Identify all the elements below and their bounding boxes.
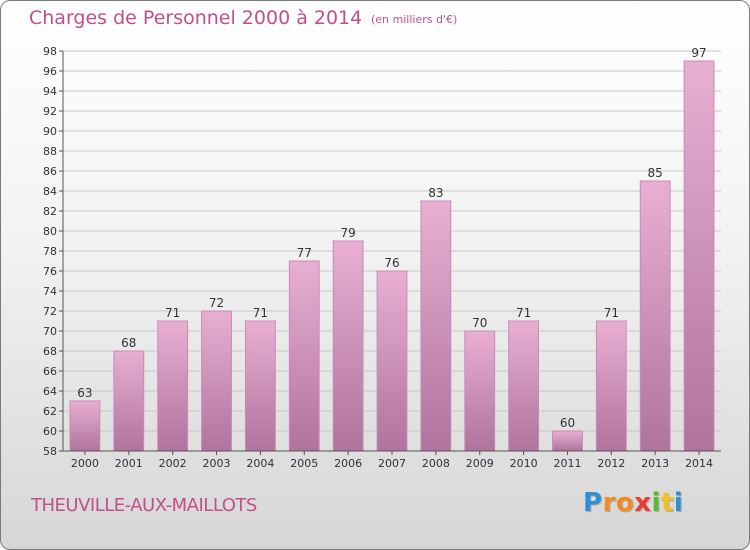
x-tick-label-2002: 2002 bbox=[159, 457, 187, 470]
x-tick-label-2007: 2007 bbox=[378, 457, 406, 470]
y-tick-label: 74 bbox=[43, 285, 57, 298]
value-label-2011: 60 bbox=[560, 416, 575, 430]
value-label-2004: 71 bbox=[253, 306, 268, 320]
bar-2008 bbox=[420, 200, 452, 452]
y-tick-label: 60 bbox=[43, 425, 57, 438]
y-tick-label: 68 bbox=[43, 345, 57, 358]
bar-2009 bbox=[464, 330, 496, 452]
chart-subtitle: (en milliers d'€) bbox=[371, 13, 458, 26]
y-tick-label: 86 bbox=[43, 165, 57, 178]
y-tick-label: 80 bbox=[43, 225, 57, 238]
x-tick-label-2013: 2013 bbox=[641, 457, 669, 470]
y-tick-label: 72 bbox=[43, 305, 57, 318]
x-tick-label-2005: 2005 bbox=[290, 457, 318, 470]
logo-letter: x bbox=[634, 488, 652, 518]
x-tick-label-2014: 2014 bbox=[685, 457, 713, 470]
value-label-2001: 68 bbox=[121, 336, 136, 350]
value-label-2000: 63 bbox=[77, 386, 92, 400]
logo-letter: i bbox=[651, 488, 661, 518]
y-tick-label: 94 bbox=[43, 85, 57, 98]
bar-2003 bbox=[201, 310, 232, 452]
bar-2004 bbox=[244, 320, 276, 452]
y-tick-label: 90 bbox=[43, 125, 57, 138]
value-label-2008: 83 bbox=[428, 186, 443, 200]
bar-2013 bbox=[639, 180, 671, 452]
x-tick-label-2008: 2008 bbox=[422, 457, 450, 470]
bar-2012 bbox=[595, 320, 627, 452]
value-label-2002: 71 bbox=[165, 306, 180, 320]
bar-2005 bbox=[288, 260, 320, 452]
x-tick-label-2004: 2004 bbox=[246, 457, 274, 470]
bar-2007 bbox=[376, 270, 408, 452]
bar-2014 bbox=[683, 60, 715, 452]
logo-letter: i bbox=[673, 488, 684, 518]
value-label-2006: 79 bbox=[340, 226, 355, 240]
bar-2001 bbox=[113, 350, 145, 452]
y-tick-label: 78 bbox=[43, 245, 57, 258]
logo-letter: P bbox=[583, 488, 603, 518]
value-label-2003: 72 bbox=[209, 296, 224, 310]
value-label-2005: 77 bbox=[297, 246, 312, 260]
x-tick-label-2003: 2003 bbox=[203, 457, 231, 470]
value-label-2014: 97 bbox=[691, 46, 706, 60]
x-tick-label-2006: 2006 bbox=[334, 457, 362, 470]
x-tick-label-2011: 2011 bbox=[553, 457, 581, 470]
bar-2010 bbox=[508, 320, 540, 452]
y-tick-label: 82 bbox=[43, 205, 57, 218]
y-tick-label: 66 bbox=[43, 365, 57, 378]
value-label-2007: 76 bbox=[384, 256, 399, 270]
y-tick-label: 76 bbox=[43, 265, 57, 278]
chart-title: Charges de Personnel 2000 à 2014 bbox=[29, 7, 363, 29]
bar-2000 bbox=[69, 400, 101, 452]
bar-2002 bbox=[157, 320, 189, 452]
y-tick-label: 92 bbox=[43, 105, 57, 118]
x-tick-label-2012: 2012 bbox=[597, 457, 625, 470]
value-label-2009: 70 bbox=[472, 316, 487, 330]
y-tick-label: 84 bbox=[43, 185, 57, 198]
y-tick-label: 64 bbox=[43, 385, 57, 398]
x-tick-label-2010: 2010 bbox=[510, 457, 538, 470]
value-label-2012: 71 bbox=[604, 306, 619, 320]
logo-letter: r bbox=[602, 488, 616, 518]
value-label-2010: 71 bbox=[516, 306, 531, 320]
y-tick-label: 98 bbox=[43, 45, 57, 58]
y-tick-label: 96 bbox=[43, 65, 57, 78]
bar-2006 bbox=[332, 240, 364, 452]
x-tick-label-2001: 2001 bbox=[115, 457, 143, 470]
commune-name: THEUVILLE-AUX-MAILLOTS bbox=[31, 495, 257, 516]
x-tick-label-2009: 2009 bbox=[466, 457, 494, 470]
proxiti-logo: Proxiti bbox=[583, 488, 683, 518]
logo-letter: o bbox=[615, 488, 635, 518]
logo-letter: t bbox=[660, 488, 674, 518]
bar-2011 bbox=[552, 430, 583, 452]
y-tick-label: 58 bbox=[43, 445, 57, 458]
y-tick-label: 62 bbox=[43, 405, 57, 418]
value-label-2013: 85 bbox=[648, 166, 663, 180]
x-tick-label-2000: 2000 bbox=[71, 457, 99, 470]
y-tick-label: 88 bbox=[43, 145, 57, 158]
y-tick-label: 70 bbox=[43, 325, 57, 338]
